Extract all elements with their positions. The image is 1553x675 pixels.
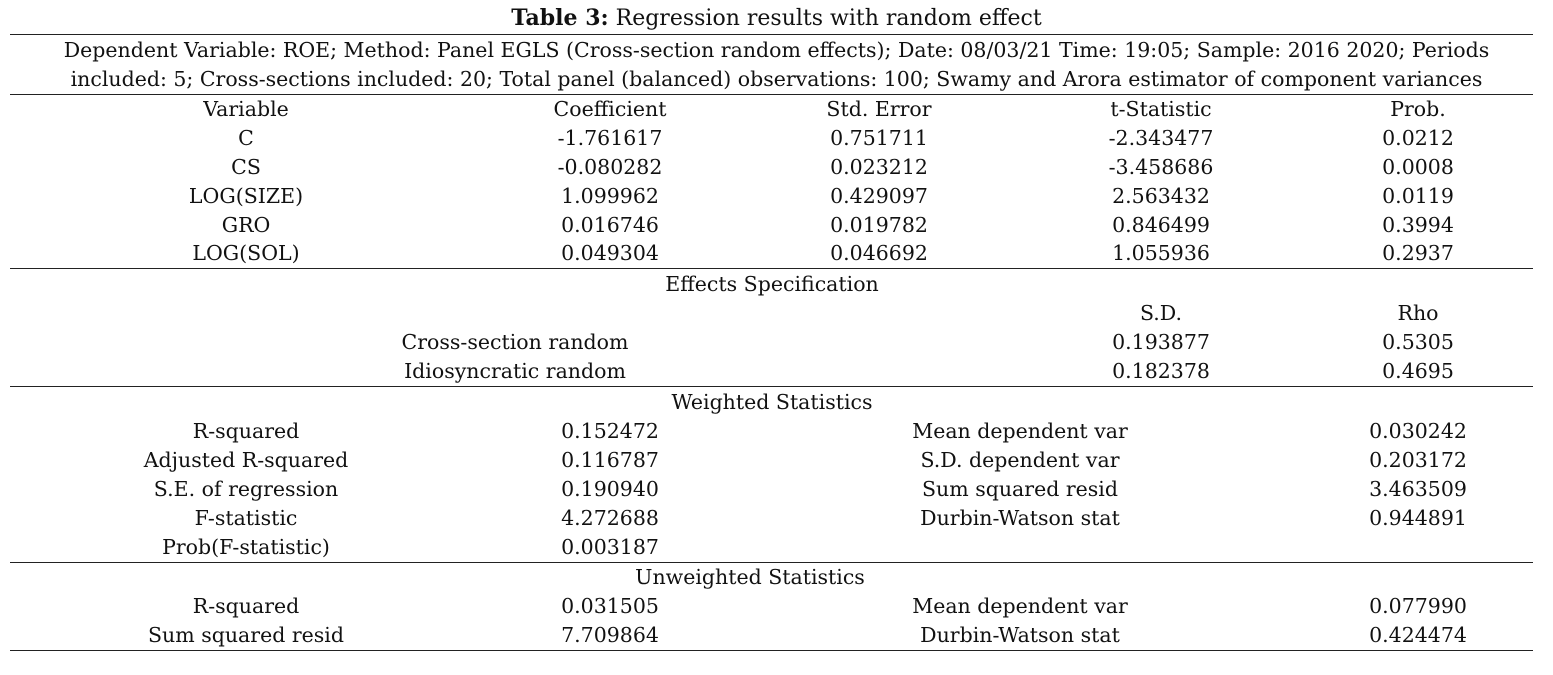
unweighted-label-left: R-squared (192, 594, 300, 618)
info-line-1: Dependent Variable: ROE; Method: Panel E… (63, 38, 1490, 62)
effects-title: Effects Specification (665, 272, 879, 296)
weighted-label-right: S.D. dependent var (920, 448, 1120, 472)
unweighted-value-left: 0.031505 (561, 594, 659, 618)
weighted-value-left: 0.003187 (561, 535, 659, 559)
weighted-value-right: 0.944891 (1369, 506, 1467, 530)
effects-rho: 0.4695 (1382, 359, 1454, 383)
coef-std-error: 0.429097 (830, 184, 928, 208)
effects-sd: 0.182378 (1112, 359, 1210, 383)
rule-header (10, 94, 1533, 95)
weighted-value-left: 0.116787 (561, 448, 659, 472)
rule-bottom (10, 650, 1533, 651)
weighted-label-left: R-squared (192, 419, 300, 443)
rule-effects (10, 268, 1533, 269)
unweighted-value-right: 0.424474 (1369, 623, 1467, 647)
coef-variable: C (238, 126, 254, 150)
header-t-statistic: t-Statistic (1110, 97, 1212, 121)
weighted-label-right: Durbin-Watson stat (920, 506, 1120, 530)
coef-t-statistic: 0.846499 (1112, 213, 1210, 237)
coef-t-statistic: 1.055936 (1112, 241, 1210, 265)
coef-std-error: 0.023212 (830, 155, 928, 179)
coef-coefficient: 1.099962 (561, 184, 659, 208)
coef-variable: LOG(SOL) (192, 241, 300, 265)
coef-coefficient: -1.761617 (557, 126, 663, 150)
header-coefficient: Coefficient (553, 97, 667, 121)
weighted-label-left: Prob(F-statistic) (162, 535, 330, 559)
coef-variable: LOG(SIZE) (188, 184, 304, 208)
weighted-title: Weighted Statistics (671, 390, 873, 414)
unweighted-title: Unweighted Statistics (635, 565, 865, 589)
weighted-label-right: Mean dependent var (912, 419, 1128, 443)
weighted-value-right: 0.030242 (1369, 419, 1467, 443)
weighted-value-right: 3.463509 (1369, 477, 1467, 501)
effects-label: Idiosyncratic random (404, 359, 626, 383)
coef-std-error: 0.751711 (830, 126, 928, 150)
coef-std-error: 0.046692 (830, 241, 928, 265)
weighted-value-left: 0.190940 (561, 477, 659, 501)
effects-label: Cross-section random (401, 330, 629, 354)
coef-coefficient: 0.016746 (561, 213, 659, 237)
unweighted-value-right: 0.077990 (1369, 594, 1467, 618)
coef-t-statistic: -3.458686 (1108, 155, 1214, 179)
coef-t-statistic: 2.563432 (1112, 184, 1210, 208)
rule-unweighted (10, 562, 1533, 563)
weighted-value-right: 0.203172 (1369, 448, 1467, 472)
effects-sd: 0.193877 (1112, 330, 1210, 354)
info-line-2: included: 5; Cross-sections included: 20… (70, 67, 1483, 91)
weighted-value-left: 4.272688 (561, 506, 659, 530)
effects-rho: 0.5305 (1382, 330, 1454, 354)
unweighted-value-left: 7.709864 (561, 623, 659, 647)
rule-weighted (10, 386, 1533, 387)
coef-variable: GRO (221, 213, 271, 237)
coef-prob: 0.2937 (1382, 241, 1454, 265)
table-caption: Table 3: Regression results with random … (0, 4, 1553, 33)
coef-t-statistic: -2.343477 (1108, 126, 1214, 150)
coef-prob: 0.3994 (1382, 213, 1454, 237)
header-prob: Prob. (1390, 97, 1446, 121)
unweighted-label-left: Sum squared resid (148, 623, 344, 647)
coef-prob: 0.0212 (1382, 126, 1454, 150)
weighted-label-left: Adjusted R-squared (143, 448, 349, 472)
coef-prob: 0.0119 (1382, 184, 1454, 208)
effects-header-rho: Rho (1397, 301, 1439, 325)
weighted-value-left: 0.152472 (561, 419, 659, 443)
table-caption-label: Table 3: (511, 5, 609, 31)
coef-prob: 0.0008 (1382, 155, 1454, 179)
coef-variable: CS (231, 155, 261, 179)
weighted-label-right: Sum squared resid (922, 477, 1118, 501)
weighted-label-left: F-statistic (194, 506, 298, 530)
coef-std-error: 0.019782 (830, 213, 928, 237)
weighted-label-left: S.E. of regression (153, 477, 339, 501)
rule-top (10, 34, 1533, 35)
effects-header-sd: S.D. (1139, 301, 1183, 325)
header-variable: Variable (203, 97, 289, 121)
coef-coefficient: -0.080282 (557, 155, 663, 179)
table-caption-title: Regression results with random effect (615, 6, 1042, 31)
header-std-error: Std. Error (826, 97, 932, 121)
unweighted-label-right: Mean dependent var (912, 594, 1128, 618)
unweighted-label-right: Durbin-Watson stat (920, 623, 1120, 647)
coef-coefficient: 0.049304 (561, 241, 659, 265)
